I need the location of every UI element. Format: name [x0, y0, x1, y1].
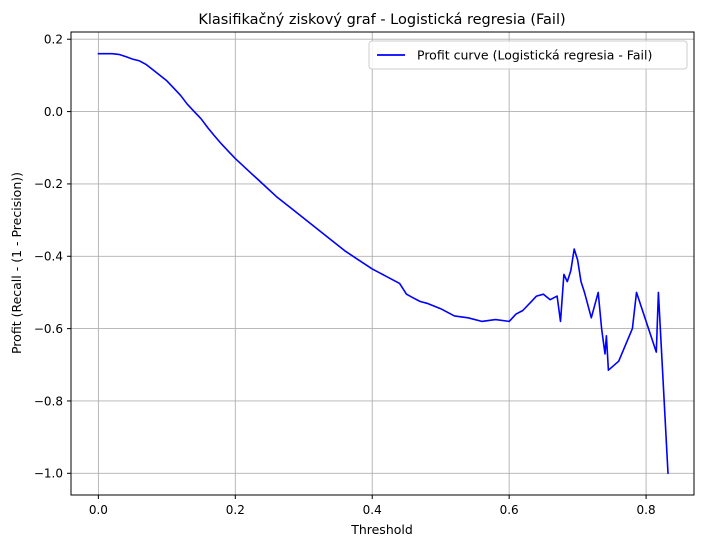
legend-box [368, 40, 688, 70]
x-tick-label: 0.6 [500, 503, 519, 517]
x-tick-label: 0.4 [363, 503, 382, 517]
x-tick-label: 0.8 [637, 503, 656, 517]
y-tick-label: −0.4 [34, 250, 63, 264]
y-tick-label: −0.6 [34, 322, 63, 336]
chart-title: Klasifikačný ziskový graf - Logistická r… [198, 12, 565, 28]
x-axis-label: Threshold [350, 522, 413, 537]
legend-series-label: Profit curve (Logistická regresia - Fail… [417, 48, 652, 63]
y-tick-label: −1.0 [34, 467, 63, 481]
y-tick-label: −0.8 [34, 394, 63, 408]
series-layer [97, 52, 669, 475]
profit-curve-line [97, 52, 669, 475]
y-axis-label: Profit (Recall - (1 - Precision)) [9, 172, 24, 354]
x-tick-label: 0.0 [89, 503, 108, 517]
legend: Profit curve (Logistická regresia - Fail… [368, 40, 688, 70]
tick-layer: 0.0 0.2 0.4 0.6 0.8 0.2 0.0 −0.2 −0.4 −0.6 −0.8 −1.… [34, 33, 656, 517]
plot-frame [70, 31, 695, 496]
y-tick-label: −0.2 [34, 177, 63, 191]
y-tick-label: 0.0 [44, 105, 63, 119]
y-tick-label: 0.2 [44, 33, 63, 47]
x-tick-label: 0.2 [226, 503, 245, 517]
grid-lines [71, 32, 694, 495]
